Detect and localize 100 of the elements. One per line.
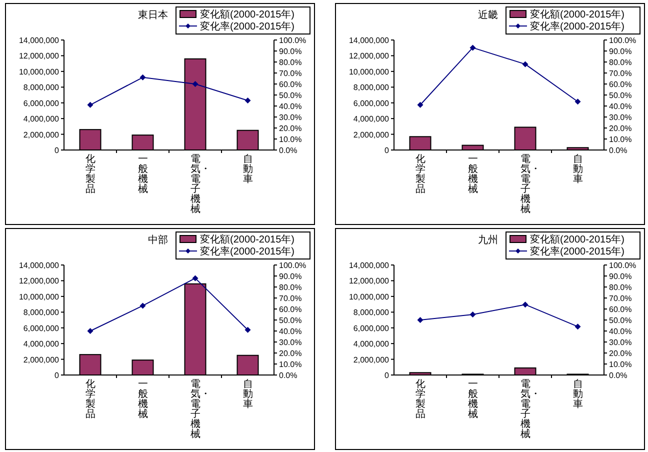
y-tick-label: 0 (384, 371, 390, 380)
x-tick-label: 自動車 (572, 154, 583, 185)
y-tick-label: 10,000,000 (18, 67, 60, 76)
y-tick-label: 12,000,000 (18, 52, 60, 61)
x-tick-label: 化学製品 (415, 379, 426, 420)
y2-tick-label: 50.0% (279, 91, 302, 100)
y-tick-label: 2,000,000 (23, 355, 60, 364)
y2-tick-label: 10.0% (279, 360, 302, 369)
x-tick-label: 電気・電子機械 (520, 154, 540, 215)
y2-tick-label: 90.0% (279, 47, 302, 56)
y-tick-label: 14,000,000 (18, 36, 60, 45)
y-tick-label: 12,000,000 (18, 276, 60, 286)
y2-tick-label: 70.0% (609, 294, 632, 303)
chart-title: 東日本 (138, 9, 168, 21)
y-tick-label: 4,000,000 (353, 340, 390, 349)
x-tick-label: 電気・電子機械 (190, 154, 210, 215)
point (574, 98, 581, 105)
y-tick-label: 4,000,000 (23, 340, 60, 349)
y-tick-label: 8,000,000 (23, 308, 60, 318)
y2-tick-label: 10.0% (279, 135, 302, 144)
point (192, 275, 198, 282)
point (417, 102, 424, 108)
y-tick-label: 12,000,000 (348, 276, 390, 286)
y2-tick-label: 0.0% (279, 371, 298, 380)
legend-label: 変化率(2000-2015年) (200, 20, 294, 32)
point (87, 102, 94, 108)
y-tick-label: 4,000,000 (353, 114, 390, 124)
y-tick-label: 2,000,000 (23, 130, 60, 140)
chart-title: 近畿 (478, 9, 498, 21)
y-tick-label: 14,000,000 (348, 36, 390, 45)
y-tick-label: 10,000,000 (348, 67, 390, 76)
point (522, 61, 528, 68)
y2-tick-label: 90.0% (609, 47, 632, 56)
point (470, 44, 476, 51)
x-tick-label: 一般機械 (138, 154, 148, 195)
y2-tick-label: 50.0% (609, 316, 632, 325)
x-tick-label: 自動車 (242, 379, 253, 410)
y2-tick-label: 20.0% (609, 124, 632, 133)
x-tick-label: 化学製品 (85, 154, 96, 195)
y2-tick-label: 70.0% (609, 69, 632, 78)
point (244, 98, 251, 104)
y-tick-label: 0 (384, 146, 390, 155)
legend-label: 変化率(2000-2015年) (530, 20, 624, 32)
y-tick-label: 2,000,000 (353, 355, 390, 364)
point (244, 326, 251, 333)
y2-tick-label: 0.0% (279, 146, 298, 155)
point (522, 302, 528, 308)
y2-tick-label: 10.0% (609, 135, 632, 144)
y2-tick-label: 90.0% (279, 272, 302, 281)
point (574, 324, 581, 330)
x-tick-label: 自動車 (242, 154, 253, 185)
y2-tick-label: 0.0% (609, 146, 628, 155)
legend-label: 変化額(2000-2015年) (200, 8, 294, 20)
y2-tick-label: 70.0% (279, 294, 302, 303)
y2-tick-label: 100.0% (279, 261, 306, 270)
y2-tick-label: 10.0% (609, 360, 632, 369)
legend-label: 変化率(2000-2015年) (200, 246, 294, 258)
y-tick-label: 6,000,000 (353, 98, 390, 108)
y2-tick-label: 80.0% (279, 58, 302, 67)
y2-tick-label: 0.0% (609, 371, 628, 380)
point (140, 74, 146, 80)
y-tick-label: 4,000,000 (23, 114, 60, 124)
y2-tick-label: 100.0% (609, 36, 636, 45)
y-tick-label: 6,000,000 (23, 324, 60, 333)
y2-tick-label: 80.0% (609, 283, 632, 292)
y-tick-label: 10,000,000 (348, 292, 390, 302)
y2-tick-label: 40.0% (609, 327, 632, 336)
y-tick-label: 8,000,000 (353, 308, 390, 318)
y2-tick-label: 60.0% (279, 305, 302, 314)
y2-tick-label: 80.0% (609, 58, 632, 67)
point (87, 328, 94, 334)
point (192, 81, 198, 87)
y2-tick-label: 90.0% (609, 272, 632, 281)
y2-tick-label: 100.0% (609, 261, 636, 270)
y2-tick-label: 100.0% (279, 36, 306, 45)
y2-tick-label: 70.0% (279, 69, 302, 78)
y2-tick-label: 60.0% (609, 305, 632, 314)
chart-title: 九州 (478, 234, 498, 246)
y-tick-label: 8,000,000 (23, 83, 60, 92)
legend-label: 変化率(2000-2015年) (530, 246, 624, 258)
y-tick-label: 8,000,000 (353, 83, 390, 92)
y2-tick-label: 20.0% (279, 124, 302, 133)
point (140, 302, 146, 309)
y2-tick-label: 30.0% (609, 338, 632, 347)
x-tick-label: 一般機械 (468, 154, 478, 195)
y-tick-label: 10,000,000 (18, 292, 60, 302)
y2-tick-label: 20.0% (609, 349, 632, 358)
y2-tick-label: 80.0% (279, 283, 302, 292)
x-tick-label: 化学製品 (415, 154, 426, 195)
x-tick-label: 一般機械 (468, 379, 478, 420)
y2-tick-label: 40.0% (279, 327, 302, 336)
y2-tick-label: 60.0% (279, 80, 302, 89)
x-tick-label: 化学製品 (85, 379, 96, 420)
y2-tick-label: 40.0% (279, 102, 302, 111)
x-tick-label: 電気・電子機械 (520, 379, 540, 440)
point (417, 317, 424, 323)
y2-tick-label: 50.0% (609, 91, 632, 100)
y-tick-label: 0 (54, 371, 60, 380)
y-tick-label: 6,000,000 (353, 324, 390, 333)
legend-label: 変化額(2000-2015年) (530, 8, 624, 20)
